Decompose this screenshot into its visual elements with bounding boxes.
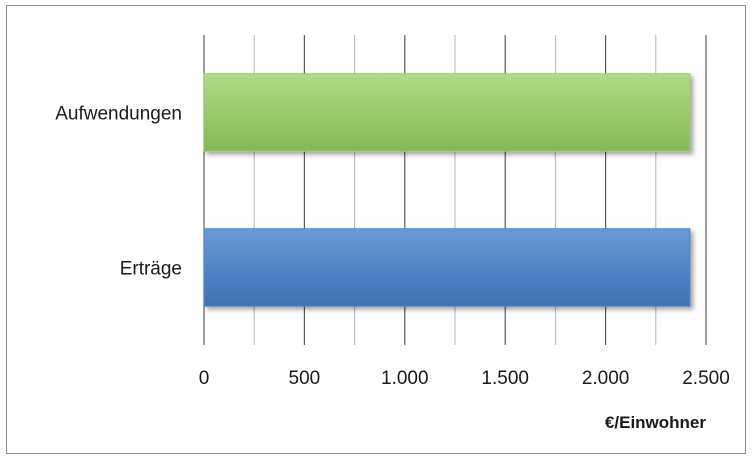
category-label: Aufwendungen (55, 104, 182, 125)
x-axis-title: €/Einwohner (605, 413, 706, 432)
labels: Aufwendungen Erträge 0 500 1.000 1.500 2.000 2.… (55, 104, 730, 433)
x-tick-label: 1.000 (381, 368, 429, 389)
bar-aufwendungen (203, 73, 691, 152)
bars (203, 73, 691, 307)
x-tick-label: 2.500 (682, 368, 730, 389)
x-tick-label: 0 (199, 368, 210, 389)
x-tick-label: 500 (289, 368, 321, 389)
x-tick-label: 2.000 (582, 368, 630, 389)
category-label: Erträge (120, 259, 182, 280)
bar-ertr-ge (203, 228, 691, 307)
x-tick-label: 1.500 (481, 368, 529, 389)
